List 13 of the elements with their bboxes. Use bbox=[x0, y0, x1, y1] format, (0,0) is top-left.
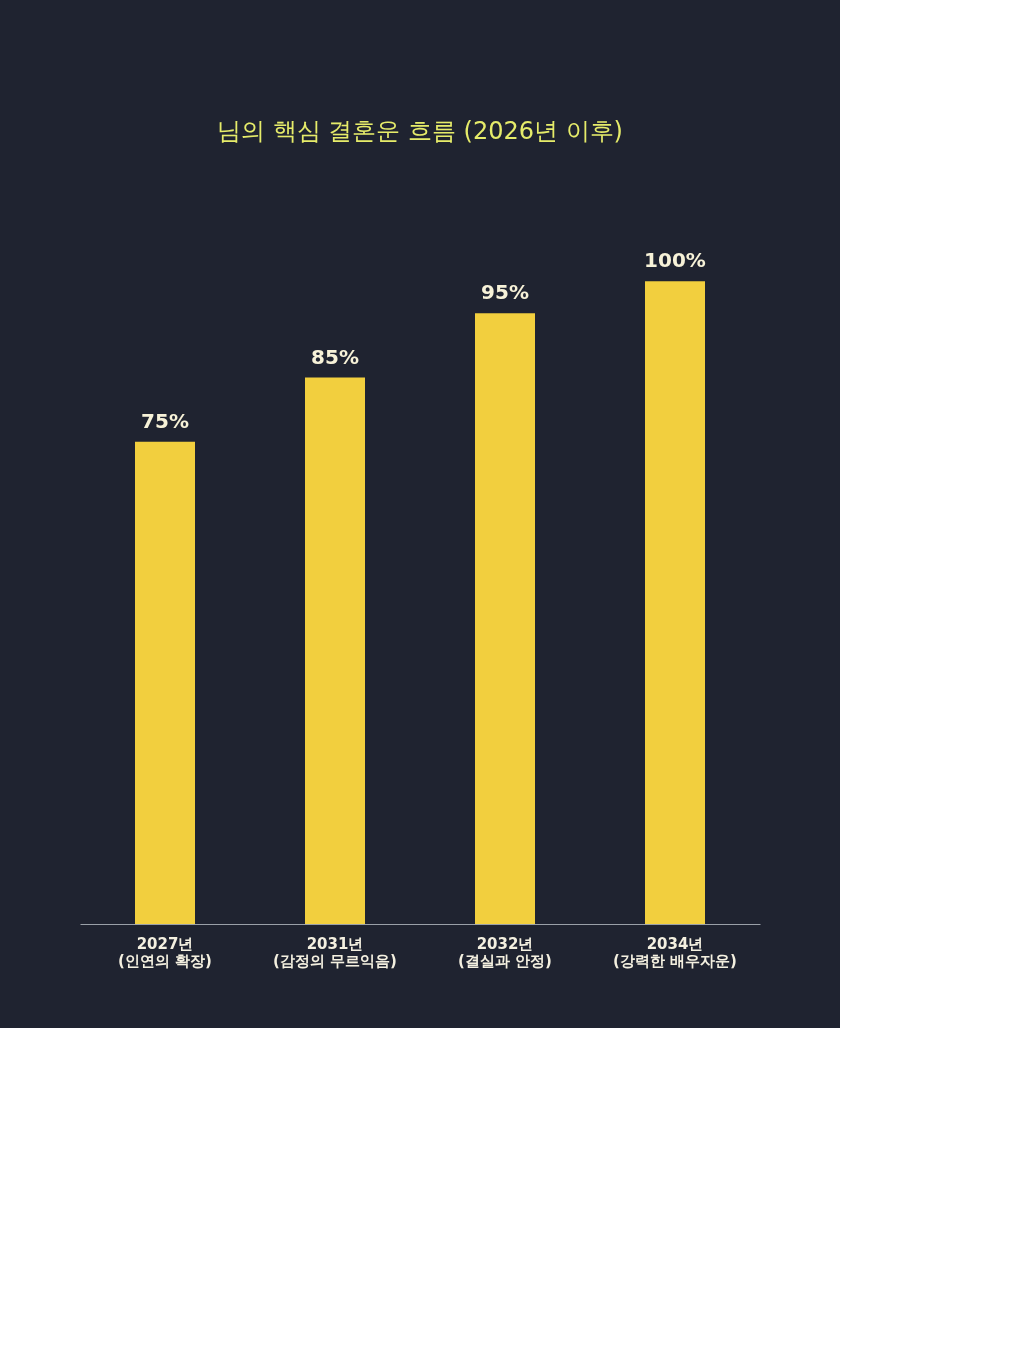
data-label: 85% bbox=[311, 344, 359, 369]
bar bbox=[135, 441, 195, 924]
data-label: 75% bbox=[141, 408, 189, 433]
data-label: 100% bbox=[644, 248, 706, 273]
bar bbox=[475, 313, 535, 924]
bar bbox=[645, 281, 705, 924]
x-tick-label: 2031년 (감정의 무르익음) bbox=[273, 934, 397, 970]
chart-title: 님의 핵심 결혼운 흐름 (2026년 이후) bbox=[217, 117, 623, 145]
x-tick-label: 2027년 (인연의 확장) bbox=[118, 934, 212, 970]
x-tick-label: 2032년 (결실과 안정) bbox=[458, 934, 552, 970]
bar bbox=[305, 377, 365, 924]
x-tick-label: 2034년 (강력한 배우자운) bbox=[613, 934, 737, 970]
data-label: 95% bbox=[481, 280, 529, 305]
